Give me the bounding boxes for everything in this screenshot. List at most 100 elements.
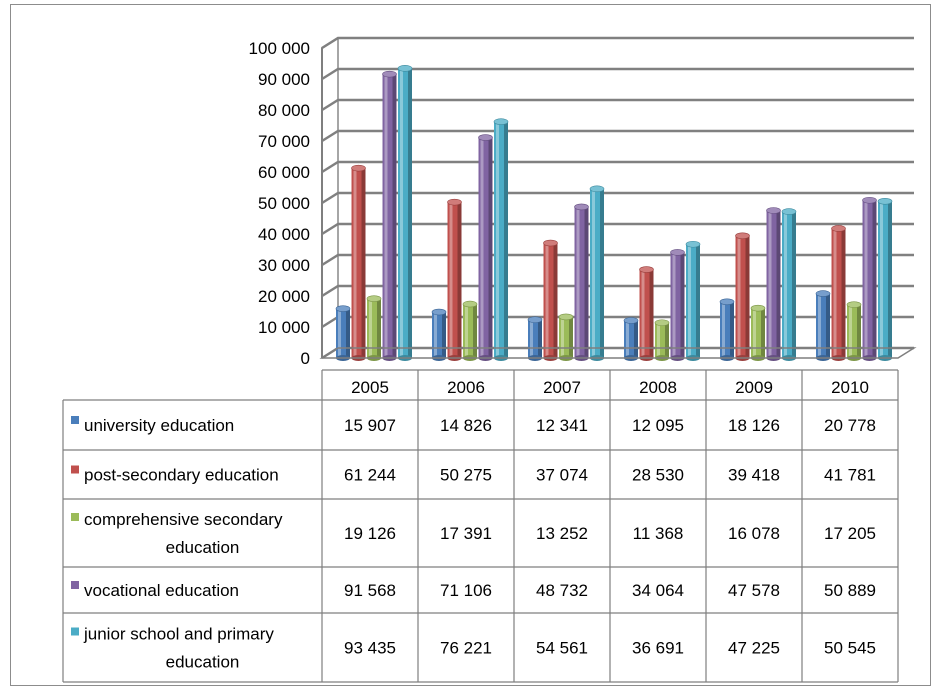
bar-shadow: [792, 211, 796, 358]
category-label: 2008: [639, 378, 677, 397]
bar: [862, 196, 877, 361]
bar-highlight: [434, 312, 437, 358]
bar-top: [719, 298, 735, 306]
bar-shadow: [680, 252, 685, 358]
data-label: 50 889: [824, 581, 876, 600]
bar-shadow: [377, 298, 381, 358]
y-tick-label: 50 000: [258, 194, 310, 213]
bar-shadow: [553, 243, 558, 358]
bar: [831, 225, 846, 361]
y-tick-label: 10 000: [258, 318, 310, 337]
bar-highlight: [768, 210, 772, 358]
bar-highlight: [626, 320, 629, 358]
data-label: 48 732: [536, 581, 588, 600]
data-label: 12 095: [632, 416, 684, 435]
category-label: 2010: [831, 378, 869, 397]
bar-highlight: [833, 228, 837, 358]
bar: [735, 232, 750, 361]
bar-highlight: [641, 269, 645, 358]
y-axis-ticks: 0 10 000 20 000 30 000 40 000 50 000 60 000 70 …: [249, 39, 310, 368]
bar-top: [623, 317, 639, 324]
bar-highlight: [864, 200, 868, 358]
category-label: 2007: [543, 378, 581, 397]
bar: [623, 317, 639, 361]
data-label: 47 225: [728, 639, 780, 658]
bar-shadow: [888, 201, 892, 358]
series-label-line: education: [166, 653, 240, 672]
bar-highlight: [480, 137, 484, 358]
bar: [366, 295, 382, 361]
data-label: 20 778: [824, 416, 876, 435]
chart-frame: [10, 4, 931, 686]
gridline: [321, 129, 914, 143]
y-tick-label: 30 000: [258, 256, 310, 275]
data-label: 61 244: [344, 466, 396, 485]
bar-highlight: [369, 298, 372, 358]
bar: [335, 305, 351, 361]
bar-top: [639, 266, 654, 273]
data-label: 50 545: [824, 639, 876, 658]
bar-top: [382, 70, 397, 78]
bar: [462, 300, 478, 361]
data-label: 19 126: [344, 524, 396, 543]
data-table: 2005 2006 2007 2008 2009 2010 university educa…: [62, 369, 899, 683]
chart-floor: [319, 347, 917, 359]
category-label: 2006: [447, 378, 485, 397]
bar-shadow: [649, 269, 654, 358]
bar: [493, 118, 509, 361]
bar-top: [877, 198, 893, 205]
gridline: [321, 36, 914, 50]
data-label: 76 221: [440, 639, 492, 658]
y-tick-label: 20 000: [258, 287, 310, 306]
bar-shadow: [665, 322, 669, 358]
bar-top: [558, 313, 574, 321]
bar-top: [493, 118, 509, 126]
y-tick-label: 40 000: [258, 225, 310, 244]
bar-top: [351, 164, 366, 172]
data-label: 93 435: [344, 639, 396, 658]
bar-top: [846, 301, 862, 308]
bar-shadow: [504, 121, 508, 358]
data-label: 41 781: [824, 466, 876, 485]
bar-shadow: [457, 202, 462, 358]
bar-top: [478, 134, 493, 141]
bar-top: [431, 308, 447, 316]
floor-outline: [319, 347, 917, 359]
series-label-line: junior school and primary: [83, 625, 274, 644]
bar-highlight: [449, 202, 453, 358]
gridline: [321, 191, 914, 205]
series-label-line: education: [166, 538, 240, 557]
bar-top: [781, 208, 797, 215]
category-label: 2009: [735, 378, 773, 397]
bar-shadow: [600, 188, 604, 358]
bar-shadow: [857, 304, 861, 358]
bar: [766, 207, 781, 361]
data-label: 47 578: [728, 581, 780, 600]
data-label: 28 530: [632, 466, 684, 485]
legend-key: [71, 465, 79, 474]
data-label: 15 907: [344, 416, 396, 435]
gridline: [321, 222, 914, 236]
y-tick-label: 60 000: [258, 163, 310, 182]
gridline: [321, 284, 914, 298]
series-label: post-secondary education: [84, 466, 279, 485]
data-label: 17 205: [824, 524, 876, 543]
legend-key: [71, 627, 79, 636]
bar-highlight: [784, 211, 787, 358]
bar-highlight: [400, 68, 403, 358]
y-tick-label: 0: [301, 349, 310, 368]
data-label: 39 418: [728, 466, 780, 485]
bar-shadow: [488, 137, 493, 358]
bar-highlight: [545, 243, 549, 358]
bar: [846, 301, 862, 361]
bar: [574, 203, 589, 361]
bar-top: [447, 198, 462, 206]
bar-highlight: [592, 188, 595, 358]
bar-shadow: [634, 320, 638, 358]
data-label: 50 275: [440, 466, 492, 485]
bar: [685, 240, 701, 361]
bar-highlight: [753, 308, 756, 358]
bar-top: [527, 316, 543, 324]
bar-top: [574, 203, 589, 211]
